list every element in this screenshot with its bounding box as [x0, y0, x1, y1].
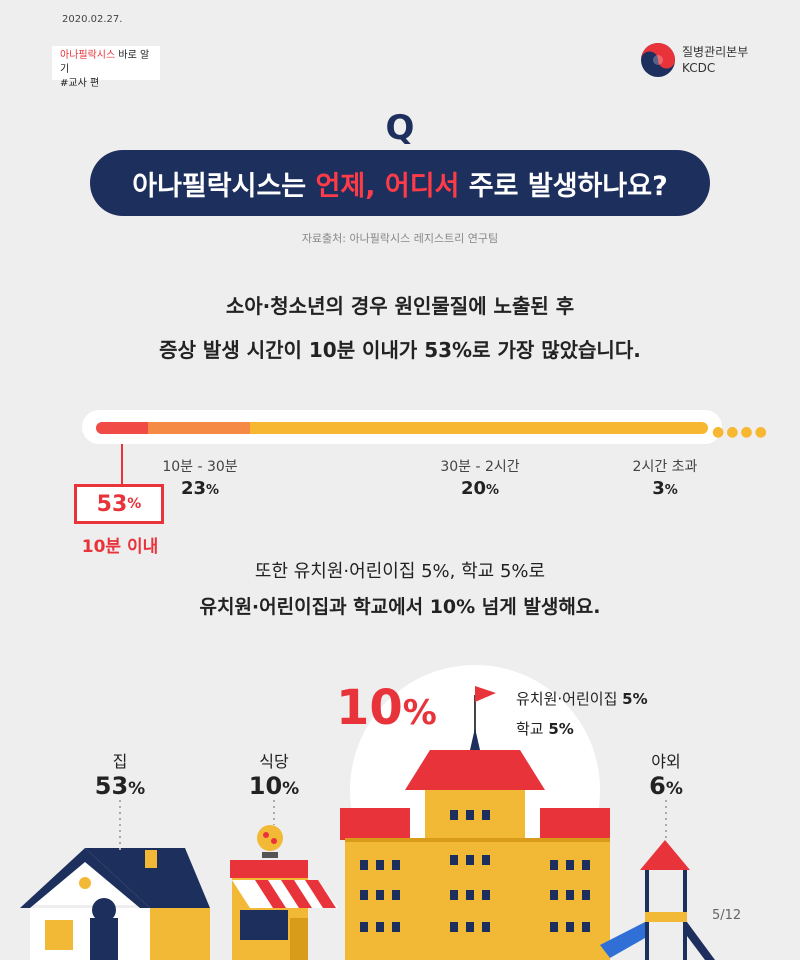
main-value-box: 53%: [74, 484, 164, 524]
label-over-2h: 2시간 초과: [632, 459, 698, 475]
outdoor-label: 야외: [651, 752, 681, 771]
restaurant-window: [240, 910, 288, 940]
value-over-2h-number: 3: [652, 478, 665, 499]
bar-continuation-dots: ●●●●: [712, 424, 769, 440]
series-tag: 아나필락시스 바로 알기 #교사 편: [52, 46, 160, 89]
restaurant-door: [290, 918, 308, 960]
question-letter: Q: [385, 108, 415, 148]
org-name-korean: 질병관리본부: [682, 45, 749, 59]
kindergarten-value: 5%: [622, 690, 648, 708]
pointer-line: [121, 444, 123, 486]
also-line-1: 또한 유치원·어린이집 5%, 학교 5%로: [254, 561, 546, 582]
question-highlight: 언제, 어디서: [315, 170, 460, 202]
playground-platform: [645, 912, 687, 922]
home-label: 집: [112, 752, 128, 771]
value-over-2h-unit: %: [664, 483, 678, 498]
question-text-start: 아나필락시스는: [132, 170, 316, 202]
restaurant-value-unit: %: [282, 779, 300, 799]
source-note: 자료출처: 아나필락시스 레지스트리 연구팀: [301, 232, 499, 245]
home-value-number: 53: [94, 772, 129, 800]
kindergarten-stat: 유치원·어린이집 5%: [516, 688, 648, 709]
value-10-30min-unit: %: [206, 483, 220, 498]
home-value-unit: %: [128, 779, 146, 799]
value-30min-2h-unit: %: [486, 483, 500, 498]
playground-roof: [640, 840, 690, 870]
school-body: [345, 840, 610, 960]
main-value-unit: %: [127, 496, 142, 512]
home-value: 53%: [80, 772, 160, 800]
bar-segment-10min: [96, 422, 148, 434]
restaurant-sign: [230, 860, 308, 878]
series-tag-title: 바로 알기: [60, 50, 150, 75]
outdoor-value-number: 6: [649, 772, 666, 800]
label-10-30min: 10분 - 30분: [162, 459, 238, 475]
date-label: 2020.02.27.: [62, 14, 123, 25]
school-total-number: 10: [336, 680, 403, 736]
also-line-2: 유치원·어린이집과 학교에서 10% 넘게 발생해요.: [199, 596, 601, 618]
org-name-abbr: KCDC: [682, 61, 716, 75]
playground-ladder: [687, 922, 715, 960]
org-name: 질병관리본부 KCDC: [682, 44, 748, 76]
school-total-value: 10%: [336, 680, 437, 736]
house-window: [45, 920, 73, 950]
value-30min-2h: 20%: [415, 478, 545, 499]
school-value: 5%: [548, 720, 574, 738]
school-roof-top: [405, 750, 545, 790]
locations-illustration: [20, 665, 715, 960]
restaurant-label: 식당: [259, 752, 289, 771]
school-windows: [360, 810, 590, 932]
playground-slide: [600, 922, 645, 958]
summary-line-2: 증상 발생 시간이 10분 이내가 53%로 가장 많았습니다.: [159, 338, 641, 362]
outdoor-value-unit: %: [665, 779, 683, 799]
kcdc-logo-icon: [641, 43, 675, 77]
main-value-number: 53: [96, 491, 128, 517]
house-chimney: [145, 850, 157, 868]
school-roof-right: [540, 808, 610, 840]
house-door: [90, 918, 118, 960]
restaurant-value: 10%: [234, 772, 314, 800]
series-tag-keyword: 아나필락시스: [60, 50, 116, 61]
value-30min-2h-number: 20: [460, 478, 487, 499]
label-30min-2h: 30분 - 2시간: [440, 459, 520, 475]
value-10-30min: 23%: [140, 478, 260, 499]
page-number: 5/12: [712, 908, 742, 923]
school-roof-left: [340, 808, 410, 840]
restaurant-value-number: 10: [248, 772, 283, 800]
main-value-label: 10분 이내: [81, 537, 159, 557]
pizza-icon: [257, 825, 283, 851]
series-tag-hashtag: #교사 편: [60, 78, 100, 89]
school-tower: [425, 790, 525, 840]
school-label: 학교: [516, 720, 549, 738]
bar-segment-10-30min: [148, 422, 250, 434]
school-stat: 학교 5%: [516, 718, 574, 739]
bar-segment-30min-2h: [250, 422, 708, 434]
question-banner: 아나필락시스는 언제, 어디서 주로 발생하나요?: [90, 150, 710, 216]
value-over-2h: 3%: [615, 478, 715, 499]
kindergarten-label: 유치원·어린이집: [516, 690, 623, 708]
flag-icon: [475, 686, 496, 702]
house-roof: [85, 848, 210, 908]
summary-line-1: 소아·청소년의 경우 원인물질에 노출된 후: [225, 294, 575, 318]
outdoor-value: 6%: [626, 772, 706, 800]
onset-time-bar: [82, 410, 722, 444]
question-text-end: 주로 발생하나요?: [459, 170, 668, 202]
value-10-30min-number: 23: [180, 478, 207, 499]
school-total-unit: %: [402, 693, 437, 733]
